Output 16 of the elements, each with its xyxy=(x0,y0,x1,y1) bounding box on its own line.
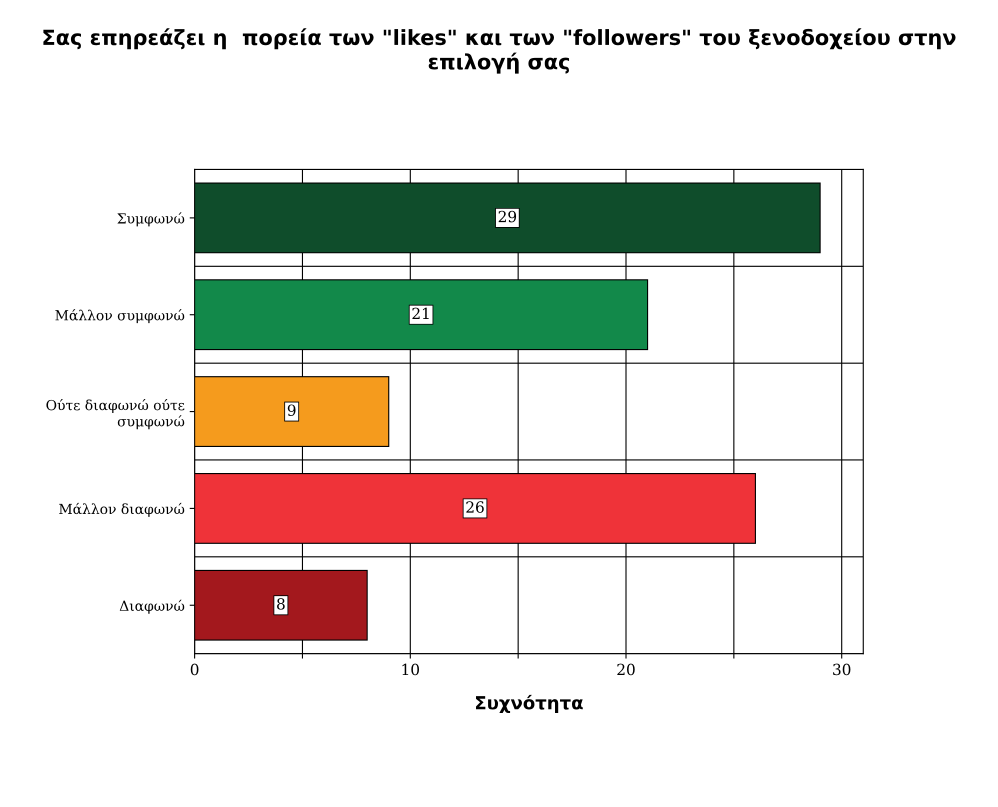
data-label: 21 xyxy=(412,308,429,319)
y-tick-label: Μάλλον συμφωνώ xyxy=(55,309,184,324)
x-axis-title: Συχνότητα xyxy=(476,694,583,714)
data-label: 9 xyxy=(288,404,296,416)
y-tick-label: Συμφωνώ xyxy=(117,212,184,226)
data-label: 8 xyxy=(277,598,285,610)
x-tick-label: 30 xyxy=(833,664,850,676)
y-tick-label: Ούτε διαφωνώ ούτε συμφωνώ xyxy=(46,399,184,430)
data-label: 29 xyxy=(498,210,516,222)
x-tick-label: 0 xyxy=(190,664,198,676)
chart-title: Σας επηρεάζει η πορεία των "likes" και των "followers" του ξενοδοχείου στην επιλογή σας xyxy=(43,28,956,74)
data-label: 26 xyxy=(466,501,484,513)
y-tick-label: Διαφωνώ xyxy=(120,600,184,614)
x-tick-label: 20 xyxy=(617,664,635,676)
x-tick-label: 10 xyxy=(402,664,420,676)
y-tick-label: Μάλλον διαφωνώ xyxy=(59,502,184,517)
